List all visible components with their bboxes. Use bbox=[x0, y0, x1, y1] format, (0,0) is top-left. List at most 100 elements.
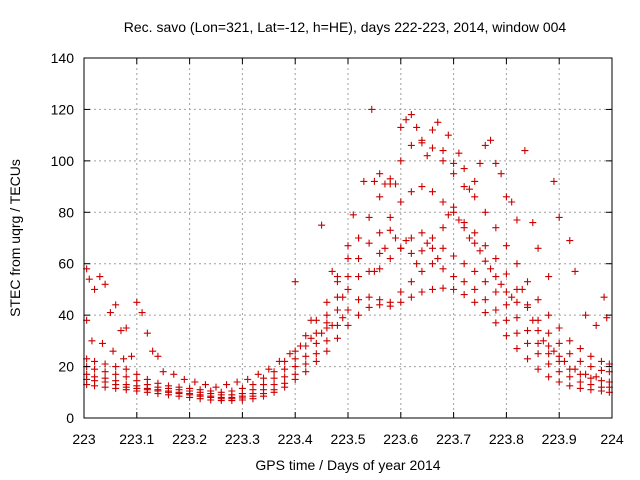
data-point bbox=[402, 116, 410, 124]
data-point bbox=[133, 370, 141, 378]
data-point bbox=[460, 291, 468, 299]
data-point bbox=[465, 185, 473, 193]
data-point bbox=[323, 298, 331, 306]
data-point bbox=[386, 255, 394, 263]
data-point bbox=[407, 111, 415, 119]
data-point bbox=[302, 332, 310, 340]
data-point bbox=[497, 170, 505, 178]
data-point bbox=[101, 368, 109, 376]
data-point bbox=[524, 303, 532, 311]
data-point bbox=[407, 249, 415, 257]
data-point bbox=[407, 188, 415, 196]
data-point bbox=[191, 378, 199, 386]
data-point bbox=[460, 278, 468, 286]
x-axis-ticks: 223 223.1 223.2 223.3 223.4 223.5 223.6 223.7 22… bbox=[72, 58, 624, 447]
data-point bbox=[576, 378, 584, 386]
data-point bbox=[312, 339, 320, 347]
y-tick-label: 20 bbox=[58, 359, 74, 375]
x-tick-label: 223.3 bbox=[225, 431, 260, 447]
data-point bbox=[444, 131, 452, 139]
data-point bbox=[600, 293, 608, 301]
data-point bbox=[201, 381, 209, 389]
data-point bbox=[291, 363, 299, 371]
data-point bbox=[149, 347, 157, 355]
data-point bbox=[476, 247, 484, 255]
data-point bbox=[582, 311, 590, 319]
data-point bbox=[397, 157, 405, 165]
data-point bbox=[122, 373, 130, 381]
data-point bbox=[450, 252, 458, 260]
data-point bbox=[312, 350, 320, 358]
data-point bbox=[112, 363, 120, 371]
data-point bbox=[122, 365, 130, 373]
data-point bbox=[318, 329, 326, 337]
data-point bbox=[450, 203, 458, 211]
data-point bbox=[587, 363, 595, 371]
data-point bbox=[471, 193, 479, 201]
data-point bbox=[249, 381, 257, 389]
data-point bbox=[439, 198, 447, 206]
data-point bbox=[587, 352, 595, 360]
data-point bbox=[534, 296, 542, 304]
data-point bbox=[397, 298, 405, 306]
data-point bbox=[101, 280, 109, 288]
data-point bbox=[513, 345, 521, 353]
data-point bbox=[592, 321, 600, 329]
data-point bbox=[413, 260, 421, 268]
data-point bbox=[587, 374, 595, 382]
data-point bbox=[96, 273, 104, 281]
data-point bbox=[444, 211, 452, 219]
data-point bbox=[524, 339, 532, 347]
data-point bbox=[217, 388, 225, 396]
data-point bbox=[539, 337, 547, 345]
data-point bbox=[428, 188, 436, 196]
data-point bbox=[423, 152, 431, 160]
data-point bbox=[328, 321, 336, 329]
y-tick-label: 40 bbox=[58, 307, 74, 323]
data-point bbox=[386, 298, 394, 306]
data-point bbox=[407, 278, 415, 286]
data-point bbox=[524, 355, 532, 363]
data-point bbox=[508, 293, 516, 301]
data-point bbox=[170, 370, 178, 378]
data-point bbox=[571, 365, 579, 373]
data-point bbox=[545, 360, 553, 368]
data-point bbox=[597, 357, 605, 365]
data-point bbox=[186, 384, 194, 392]
data-point bbox=[112, 377, 120, 385]
data-point bbox=[576, 345, 584, 353]
data-point bbox=[481, 141, 489, 149]
data-point bbox=[550, 347, 558, 355]
data-point bbox=[555, 324, 563, 332]
data-point bbox=[492, 273, 500, 281]
data-point bbox=[365, 293, 373, 301]
data-point bbox=[207, 387, 215, 395]
data-point bbox=[91, 285, 99, 293]
data-point bbox=[534, 339, 542, 347]
data-point bbox=[434, 255, 442, 263]
data-point bbox=[333, 273, 341, 281]
data-point bbox=[492, 319, 500, 327]
data-point bbox=[460, 183, 468, 191]
data-point bbox=[260, 374, 268, 382]
data-point bbox=[450, 273, 458, 281]
data-point bbox=[344, 242, 352, 250]
data-point bbox=[368, 105, 376, 113]
data-point bbox=[513, 314, 521, 322]
data-point bbox=[471, 267, 479, 275]
data-point bbox=[339, 293, 347, 301]
data-point bbox=[487, 136, 495, 144]
data-point bbox=[481, 278, 489, 286]
data-point bbox=[281, 365, 289, 373]
x-tick-label: 223.7 bbox=[436, 431, 471, 447]
data-point bbox=[513, 298, 521, 306]
data-point bbox=[365, 213, 373, 221]
data-point bbox=[471, 285, 479, 293]
data-point bbox=[492, 224, 500, 232]
data-point bbox=[349, 211, 357, 219]
data-point bbox=[418, 229, 426, 237]
x-tick-label: 223.2 bbox=[172, 431, 207, 447]
data-point bbox=[481, 242, 489, 250]
data-point bbox=[370, 267, 378, 275]
data-point bbox=[296, 342, 304, 350]
